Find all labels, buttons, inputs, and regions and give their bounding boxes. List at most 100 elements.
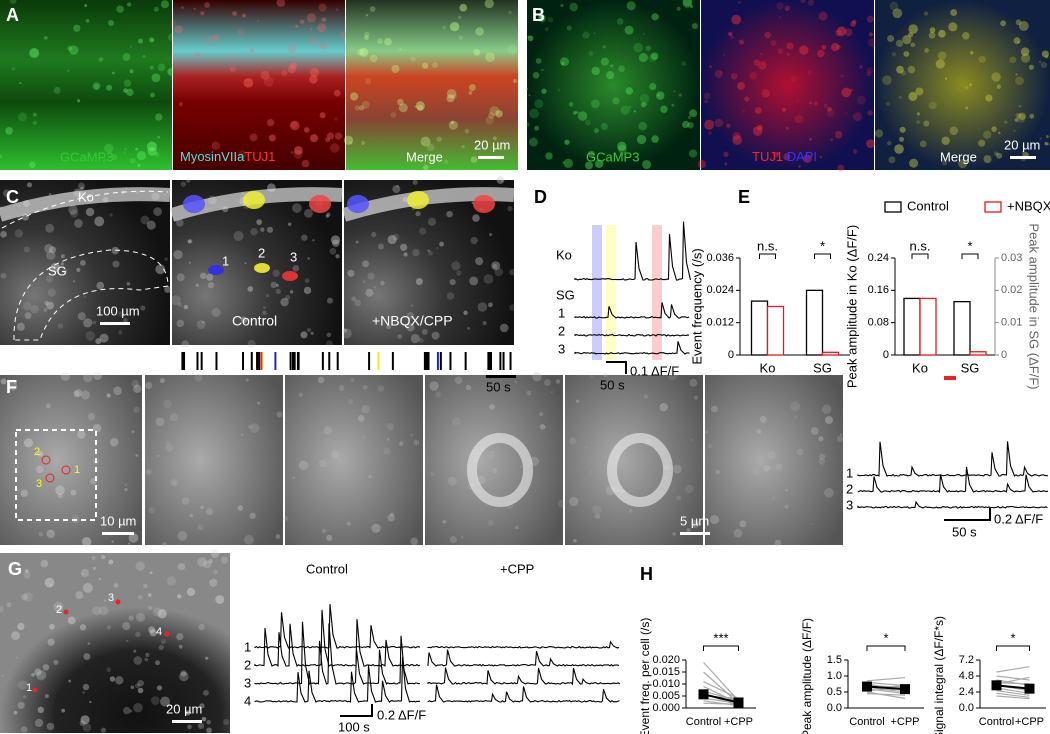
texture [304, 278, 310, 284]
texture [676, 495, 682, 501]
texture [266, 119, 275, 127]
texture [1020, 53, 1031, 63]
texture [541, 68, 544, 72]
texture [874, 129, 884, 138]
texture [527, 35, 534, 42]
texture [108, 559, 114, 565]
texture [761, 89, 770, 98]
texture [648, 53, 658, 63]
texture [507, 44, 518, 55]
texture [882, 75, 892, 86]
texture [636, 134, 647, 145]
texture [494, 267, 504, 277]
paired-line [703, 702, 739, 705]
texture [711, 405, 718, 413]
texture [836, 26, 847, 37]
paired-line [996, 695, 1030, 700]
texture [628, 105, 632, 109]
event-tick [336, 352, 339, 370]
micrograph [565, 375, 703, 545]
texture [106, 84, 113, 91]
texture [24, 569, 29, 574]
texture [841, 87, 852, 98]
texture [326, 332, 332, 338]
texture [186, 587, 196, 597]
texture [785, 126, 789, 130]
texture [145, 381, 153, 390]
texture [53, 86, 61, 94]
texture [287, 64, 296, 74]
y-tick-label: 7.2 [959, 654, 974, 666]
texture [509, 304, 516, 311]
micrograph [425, 375, 563, 545]
texture [100, 727, 107, 733]
texture [651, 135, 659, 143]
texture [0, 154, 3, 159]
texture [811, 522, 814, 525]
texture [160, 638, 167, 645]
texture [824, 488, 834, 498]
texture [108, 155, 111, 158]
texture [691, 23, 699, 30]
texture [122, 53, 131, 61]
texture [489, 403, 495, 410]
texture [491, 261, 501, 271]
trace-label: 3 [558, 341, 565, 356]
texture [32, 112, 37, 117]
texture [169, 478, 177, 486]
texture [362, 260, 370, 268]
texture [113, 583, 119, 589]
texture [515, 525, 519, 530]
texture [390, 112, 397, 118]
texture [93, 566, 97, 570]
texture [359, 47, 369, 57]
texture [891, 52, 897, 57]
texture [180, 670, 187, 677]
texture [392, 233, 400, 241]
texture [83, 372, 93, 383]
texture [350, 92, 359, 101]
texture [72, 280, 75, 283]
cell-label: 4 [156, 626, 162, 638]
texture [0, 605, 4, 613]
texture [240, 316, 248, 324]
texture [421, 62, 429, 69]
texture [309, 75, 318, 84]
paired-line [996, 687, 1030, 694]
texture [492, 263, 498, 269]
texture [380, 281, 385, 286]
texture [288, 44, 296, 53]
texture [796, 448, 804, 456]
texture [742, 110, 745, 113]
texture [317, 376, 325, 384]
panel-letter: H [640, 564, 653, 584]
texture [377, 38, 383, 44]
micrograph [0, 0, 172, 170]
texture [326, 534, 333, 541]
texture [800, 0, 806, 3]
texture [44, 243, 54, 253]
scale-bar [172, 720, 202, 723]
texture [260, 227, 265, 232]
texture [617, 141, 627, 151]
texture [162, 542, 167, 547]
event-tick [293, 352, 296, 370]
texture [391, 64, 400, 73]
texture [109, 676, 116, 682]
stain: MyosinVIIa [180, 149, 245, 164]
trace [857, 466, 1049, 493]
texture [135, 612, 146, 622]
texture [194, 52, 201, 58]
y-tick-label: 0 [883, 349, 889, 361]
texture [469, 276, 479, 286]
paired-line [703, 661, 739, 702]
texture [600, 122, 608, 131]
sig-bracket [703, 645, 739, 651]
texture [410, 333, 420, 344]
texture [443, 159, 449, 164]
texture [794, 114, 804, 124]
texture [775, 463, 783, 471]
texture [148, 626, 156, 634]
y2-tick-label: 0.01 [1001, 317, 1022, 329]
texture [135, 683, 141, 689]
